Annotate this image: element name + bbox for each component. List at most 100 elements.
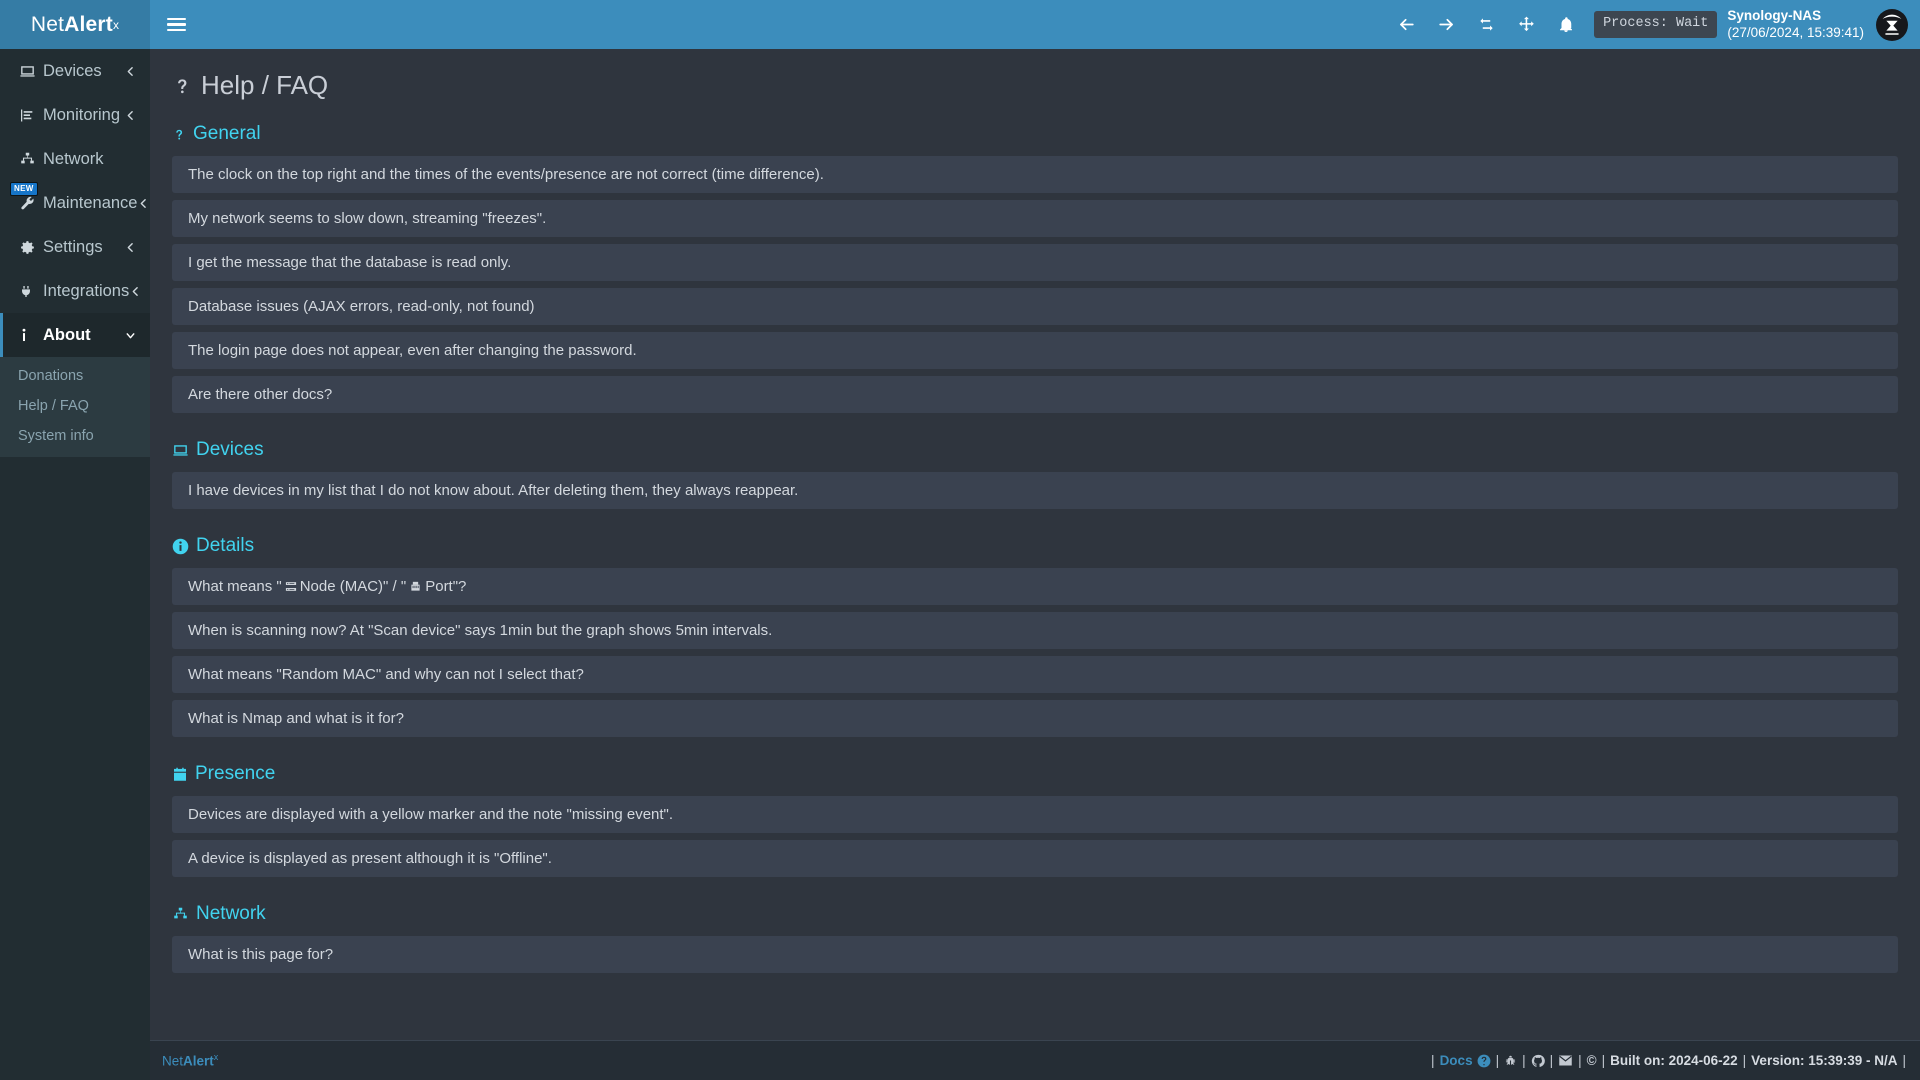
footer-separator-7: | (1742, 1053, 1747, 1068)
sidebar-item-integrations[interactable]: Integrations (0, 269, 150, 313)
sidebar-toggle-button[interactable] (150, 0, 202, 49)
section-heading-details: Details (172, 535, 1898, 557)
brand-part1: Net (30, 12, 65, 36)
sidebar-subitem-system-info[interactable]: System info (18, 428, 94, 444)
faq-question-text: Node (MAC)" / " (299, 578, 407, 595)
faq-question[interactable]: I get the message that the database is r… (172, 244, 1898, 281)
faq-list-presence: Devices are displayed with a yellow mark… (172, 796, 1898, 877)
header-spacer (202, 0, 1386, 49)
network-wired-icon (408, 580, 423, 593)
sidebar-item-devices[interactable]: Devices (0, 49, 150, 93)
sitemap-icon (172, 906, 189, 922)
sync-icon[interactable] (1466, 0, 1506, 49)
sidebar-item-monitoring[interactable]: Monitoring (0, 93, 150, 137)
sidebar-item-label: Devices (43, 61, 102, 80)
sidebar-item-label: Maintenance (43, 193, 138, 212)
chevron-left-icon (129, 285, 142, 298)
faq-question-text: What means " (188, 578, 282, 595)
wrench-icon (19, 195, 43, 212)
sidebar-nav: Devices Monitoring Network NEW Maintenance Se… (0, 49, 150, 357)
faq-question[interactable]: Devices are displayed with a yellow mark… (172, 796, 1898, 833)
faq-question[interactable]: When is scanning now? At "Scan device" s… (172, 612, 1898, 649)
section-heading-network: Network (172, 903, 1898, 925)
page-title-text: Help / FAQ (201, 70, 329, 100)
faq-question[interactable]: The clock on the top right and the times… (172, 156, 1898, 193)
content-area: Help / FAQ General The clock on the top r… (150, 49, 1920, 1080)
faq-list-general: The clock on the top right and the times… (172, 156, 1898, 413)
github-icon[interactable] (1531, 1054, 1545, 1068)
sidebar-item-network[interactable]: Network (0, 137, 150, 181)
hamburger-icon (166, 14, 186, 35)
brand-superscript: x (112, 17, 120, 32)
footer-separator-6: | (1601, 1053, 1606, 1068)
sidebar-item-settings[interactable]: Settings (0, 225, 150, 269)
footer-brand-part1: Net (162, 1053, 184, 1069)
faq-question[interactable]: The login page does not appear, even aft… (172, 332, 1898, 369)
laptop-icon (19, 63, 43, 80)
footer-brand[interactable]: NetAlertx (162, 1052, 218, 1069)
footer-separator-5: | (1578, 1053, 1582, 1068)
faq-sections: General The clock on the top right and th… (172, 123, 1898, 973)
arrow-right-icon[interactable] (1426, 0, 1466, 49)
footer-docs-label: Docs (1439, 1053, 1473, 1068)
new-badge: NEW (10, 182, 38, 196)
section-heading-label: Details (196, 535, 255, 556)
faq-question-text: I get the message that the database is r… (188, 254, 512, 271)
faq-question-text: I have devices in my list that I do not … (188, 482, 799, 499)
section-heading-devices: Devices (172, 439, 1898, 461)
sidebar-item-label: Monitoring (43, 105, 121, 124)
section-heading-label: General (193, 123, 261, 144)
faq-question[interactable]: My network seems to slow down, streaming… (172, 200, 1898, 237)
faq-question-text: What is Nmap and what is it for? (188, 710, 404, 727)
sidebar-subitem-donations[interactable]: Donations (18, 368, 84, 384)
chevron-left-icon (124, 109, 137, 122)
faq-question[interactable]: What is Nmap and what is it for? (172, 700, 1898, 737)
arrow-left-icon[interactable] (1386, 0, 1426, 49)
faq-question-text: What means "Random MAC" and why can not … (188, 666, 584, 683)
faq-question[interactable]: What means " Node (MAC)" / " Port"? (172, 568, 1898, 605)
faq-question[interactable]: A device is displayed as present althoug… (172, 840, 1898, 877)
faq-question[interactable]: Are there other docs? (172, 376, 1898, 413)
footer-docs-link[interactable]: Docs (1440, 1053, 1491, 1068)
faq-list-devices: I have devices in my list that I do not … (172, 472, 1898, 509)
arrows-move-icon[interactable] (1506, 0, 1546, 49)
top-header: Net Alert x (0, 0, 1920, 49)
faq-question[interactable]: Database issues (AJAX errors, read-only,… (172, 288, 1898, 325)
section-heading-presence: Presence (172, 763, 1898, 785)
user-info[interactable]: Synology-NAS (27/06/2024, 15:39:41) (1727, 8, 1864, 42)
plug-icon (19, 283, 43, 300)
sidebar-item-maintenance[interactable]: NEW Maintenance (0, 181, 150, 225)
faq-question[interactable]: What is this page for? (172, 936, 1898, 973)
bell-icon[interactable] (1546, 0, 1586, 49)
bug-icon[interactable] (1504, 1054, 1517, 1068)
footer-brand-part2: Alert (183, 1053, 214, 1069)
faq-question-text: Are there other docs? (188, 386, 333, 403)
sidebar-item-label: Integrations (43, 281, 130, 300)
sidebar-subitem-help-faq[interactable]: Help / FAQ (18, 398, 89, 414)
faq-question[interactable]: I have devices in my list that I do not … (172, 472, 1898, 509)
sidebar-item-about[interactable]: About (0, 313, 150, 357)
content-inner: Help / FAQ General The clock on the top r… (150, 49, 1920, 973)
question-icon (172, 125, 186, 144)
gear-icon (19, 239, 43, 256)
footer-separator-2: | (1495, 1053, 1500, 1068)
footer-built-on: Built on: 2024-06-22 (1610, 1053, 1738, 1068)
process-status-badge[interactable]: Process: Wait (1594, 11, 1718, 38)
footer-separator: | (1431, 1053, 1435, 1068)
faq-question-text: My network seems to slow down, streaming… (188, 210, 547, 227)
footer-separator-3: | (1522, 1053, 1526, 1068)
envelope-icon[interactable] (1558, 1054, 1573, 1067)
avatar[interactable] (1876, 8, 1908, 41)
brand-part2: Alert (64, 12, 113, 36)
info-circle-icon (172, 538, 189, 555)
sitemap-icon (19, 151, 43, 167)
user-name: Synology-NAS (1727, 7, 1822, 23)
sidebar-item-label: Network (43, 149, 104, 168)
faq-question[interactable]: What means "Random MAC" and why can not … (172, 656, 1898, 693)
brand-logo[interactable]: Net Alert x (0, 0, 150, 49)
header-actions: Process: Wait Synology-NAS (27/06/2024, … (1386, 0, 1920, 49)
server-icon (284, 580, 298, 593)
footer-separator-4: | (1549, 1053, 1554, 1068)
page-title: Help / FAQ (172, 70, 1898, 101)
copyright-icon[interactable]: © (1586, 1053, 1597, 1068)
